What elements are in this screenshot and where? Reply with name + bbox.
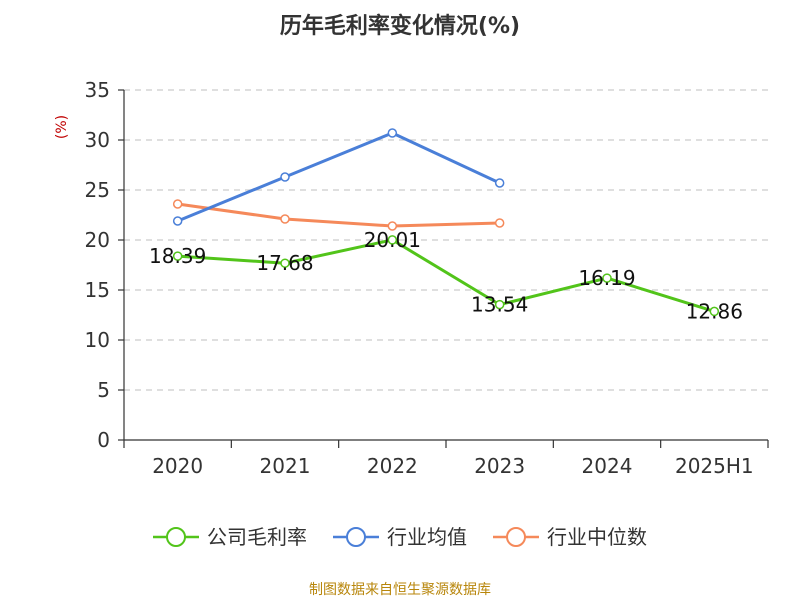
y-tick-label: 25	[85, 178, 110, 202]
legend-label: 公司毛利率	[207, 525, 307, 549]
x-tick-label: 2021	[260, 454, 311, 478]
legend-item: 行业中位数	[493, 525, 647, 549]
data-label: 18.39	[149, 244, 206, 268]
data-point	[280, 172, 290, 182]
x-tick-label: 2020	[152, 454, 203, 478]
legend-item: 行业均值	[333, 525, 467, 549]
series-layer	[172, 128, 720, 317]
data-point	[494, 299, 505, 310]
data-point	[602, 273, 612, 283]
legend-marker	[346, 527, 366, 547]
y-tick-label: 5	[97, 378, 110, 402]
legend-marker	[166, 527, 186, 547]
x-tick-label: 2023	[474, 454, 525, 478]
legend-label: 行业均值	[387, 525, 467, 549]
y-tick-label: 15	[85, 278, 110, 302]
y-tick-label: 10	[85, 328, 110, 352]
data-label: 17.68	[256, 251, 313, 275]
data-point	[172, 251, 183, 261]
data-point	[280, 214, 290, 224]
y-tick-label: 30	[85, 128, 110, 152]
series-line	[177, 131, 501, 223]
axes: 0 5 10 15 20 25 30 35 2020 2021 2022 2023 2024 2025H1	[85, 78, 769, 478]
y-tick-label: 20	[85, 228, 110, 252]
series-line	[177, 238, 715, 313]
data-point	[387, 128, 398, 138]
x-tick-label: 2022	[367, 454, 418, 478]
legend-item: 公司毛利率	[153, 525, 307, 549]
legend: 公司毛利率 行业均值 行业中位数	[153, 525, 647, 549]
data-labels: 18.39 17.68 20.01 13.54 16.19 12.86	[149, 228, 743, 324]
x-tick-label: 2024	[582, 454, 633, 478]
data-point	[280, 258, 290, 268]
series-line	[177, 202, 500, 228]
data-point	[494, 178, 505, 188]
data-label: 13.54	[471, 293, 528, 317]
gridlines	[124, 89, 768, 391]
chart-title: 历年毛利率变化情况(%)	[280, 13, 520, 39]
data-point	[387, 235, 398, 245]
legend-label: 行业中位数	[547, 525, 647, 549]
data-label: 16.19	[578, 266, 635, 290]
data-point	[494, 218, 505, 228]
data-point	[709, 306, 720, 317]
data-point	[172, 216, 183, 226]
y-tick-label: 0	[97, 428, 110, 452]
data-point	[387, 221, 398, 231]
y-tick-label: 35	[85, 78, 110, 102]
legend-marker	[506, 527, 526, 547]
source-note: 制图数据来自恒生聚源数据库	[309, 582, 491, 598]
x-tick-label: 2025H1	[675, 454, 754, 478]
y-axis-unit: (%)	[54, 115, 70, 139]
data-point	[172, 199, 183, 209]
data-label: 20.01	[364, 228, 421, 252]
data-label: 12.86	[686, 299, 743, 323]
